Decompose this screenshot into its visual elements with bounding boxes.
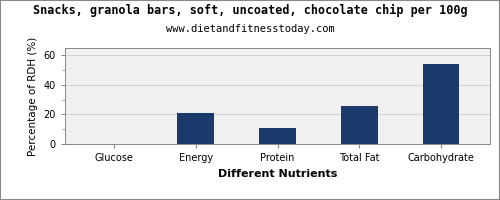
- Bar: [178, 113, 214, 144]
- X-axis label: Different Nutrients: Different Nutrients: [218, 169, 337, 179]
- Bar: [422, 64, 460, 144]
- Text: Snacks, granola bars, soft, uncoated, chocolate chip per 100g: Snacks, granola bars, soft, uncoated, ch…: [32, 4, 468, 17]
- Bar: [259, 128, 296, 144]
- Bar: [341, 106, 378, 144]
- Y-axis label: Percentage of RDH (%): Percentage of RDH (%): [28, 36, 38, 156]
- Text: www.dietandfitnesstoday.com: www.dietandfitnesstoday.com: [166, 24, 334, 34]
